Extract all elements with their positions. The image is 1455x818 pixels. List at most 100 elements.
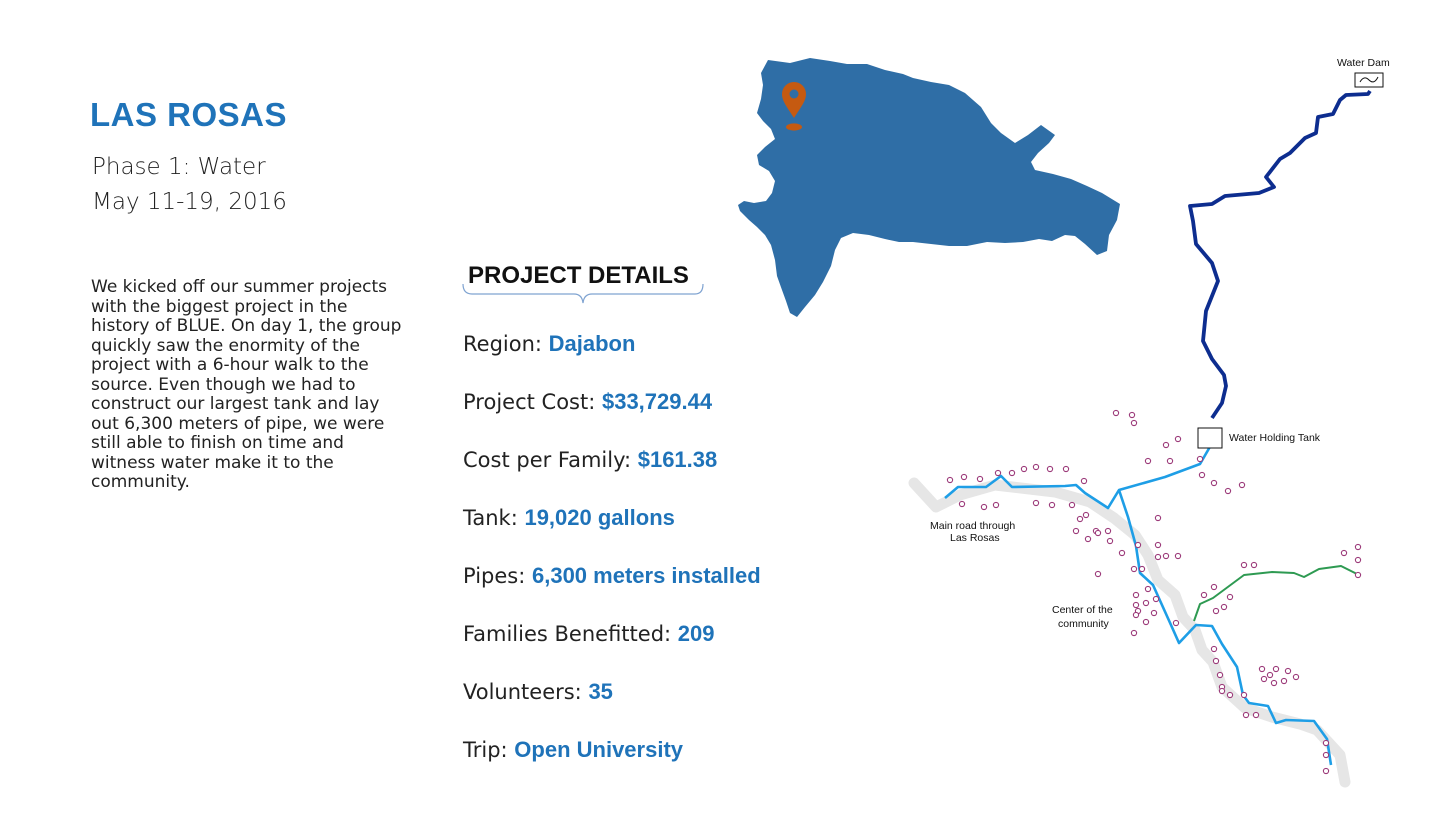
house-marker — [958, 500, 966, 508]
house-marker — [1130, 629, 1138, 637]
detail-label: Project Cost: — [463, 390, 602, 414]
house-marker — [1142, 599, 1150, 607]
house-marker — [1220, 603, 1228, 611]
dam-label: Water Dam — [1337, 57, 1390, 69]
details-heading: PROJECT DETAILS — [468, 262, 689, 289]
house-marker — [1266, 671, 1274, 679]
country-shape — [738, 58, 1120, 317]
house-marker — [1280, 677, 1288, 685]
detail-volunteers: Volunteers: 35 — [463, 676, 761, 734]
house-marker — [1144, 585, 1152, 593]
house-marker — [1322, 739, 1330, 747]
house-marker — [1242, 711, 1250, 719]
house-marker — [1210, 583, 1218, 591]
phase-label: Phase 1: Water — [92, 154, 266, 180]
house-marker — [1084, 535, 1092, 543]
house-marker — [1174, 552, 1182, 560]
house-marker — [1082, 511, 1090, 519]
house-marker — [1354, 543, 1362, 551]
house-marker — [1104, 527, 1112, 535]
detail-value: Dajabon — [548, 331, 636, 356]
detail-value: $33,729.44 — [601, 389, 713, 414]
detail-label: Region: — [463, 332, 549, 356]
house-marker — [1226, 593, 1234, 601]
road-label-line-1: Main road through — [930, 520, 1015, 532]
house-marker — [1062, 465, 1070, 473]
house-marker — [1118, 549, 1126, 557]
house-marker — [1080, 477, 1088, 485]
house-marker — [1162, 552, 1170, 560]
house-marker — [1130, 419, 1138, 427]
detail-value: $161.38 — [637, 447, 718, 472]
house-marker — [1072, 527, 1080, 535]
house-marker — [960, 473, 968, 481]
house-marker — [1094, 570, 1102, 578]
house-marker — [1032, 463, 1040, 471]
center-label-line-1: Center of the — [1052, 604, 1113, 616]
house-marker — [1152, 595, 1160, 603]
house-marker — [1224, 487, 1232, 495]
house-marker — [1292, 673, 1300, 681]
house-marker — [1270, 679, 1278, 687]
detail-value: 35 — [588, 679, 613, 704]
detail-label: Volunteers: — [463, 680, 589, 704]
house-marker — [1020, 465, 1028, 473]
house-marker — [1154, 514, 1162, 522]
detail-value: 19,020 gallons — [524, 505, 675, 530]
house-marker — [1048, 501, 1056, 509]
house-marker — [1198, 471, 1206, 479]
house-marker — [1154, 553, 1162, 561]
detail-value: 209 — [677, 621, 715, 646]
house-marker — [1238, 481, 1246, 489]
house-marker — [1162, 441, 1170, 449]
water-network-map: Water Dam Water Holding Tank Main road t… — [908, 57, 1390, 788]
detail-label: Cost per Family: — [463, 448, 638, 472]
house-marker — [1128, 411, 1136, 419]
house-marker — [1258, 665, 1266, 673]
details-list: Region: Dajabon Project Cost: $33,729.44… — [463, 328, 761, 792]
project-description: We kicked off our summer projects with t… — [91, 277, 402, 492]
house-marker — [1068, 501, 1076, 509]
main-pipe — [1188, 89, 1372, 420]
house-marker — [1240, 691, 1248, 699]
detail-label: Families Benefitted: — [463, 622, 678, 646]
house-marker — [946, 476, 954, 484]
house-marker — [1272, 665, 1280, 673]
house-marker — [1132, 591, 1140, 599]
house-marker — [992, 501, 1000, 509]
house-marker — [1174, 435, 1182, 443]
house-marker — [1112, 409, 1120, 417]
house-marker — [1144, 457, 1152, 465]
house-marker — [1322, 751, 1330, 759]
house-marker — [1132, 611, 1140, 619]
house-marker — [1154, 541, 1162, 549]
detail-label: Pipes: — [463, 564, 532, 588]
detail-cost-per-family: Cost per Family: $161.38 — [463, 444, 761, 502]
house-marker — [1210, 479, 1218, 487]
house-marker — [1166, 457, 1174, 465]
house-marker — [1212, 657, 1220, 665]
house-marker — [1284, 667, 1292, 675]
house-marker — [1032, 499, 1040, 507]
houses — [946, 409, 1362, 775]
house-marker — [1200, 591, 1208, 599]
detail-value: 6,300 meters installed — [531, 563, 761, 588]
house-marker — [1008, 469, 1016, 477]
house-marker — [1240, 561, 1248, 569]
house-marker — [994, 469, 1002, 477]
house-marker — [1132, 601, 1140, 609]
detail-value: Open University — [514, 737, 684, 762]
house-marker — [1212, 607, 1220, 615]
detail-region: Region: Dajabon — [463, 328, 761, 386]
detail-pipes: Pipes: 6,300 meters installed — [463, 560, 761, 618]
house-marker — [1210, 645, 1218, 653]
road-label-line-2: Las Rosas — [950, 532, 1000, 544]
distribution-pipe — [944, 444, 1333, 766]
house-marker — [1216, 671, 1224, 679]
house-marker — [976, 475, 984, 483]
detail-families: Families Benefitted: 209 — [463, 618, 761, 676]
location-pin-icon — [782, 82, 806, 118]
house-marker — [1106, 537, 1114, 545]
house-marker — [980, 503, 988, 511]
house-marker — [1340, 549, 1348, 557]
